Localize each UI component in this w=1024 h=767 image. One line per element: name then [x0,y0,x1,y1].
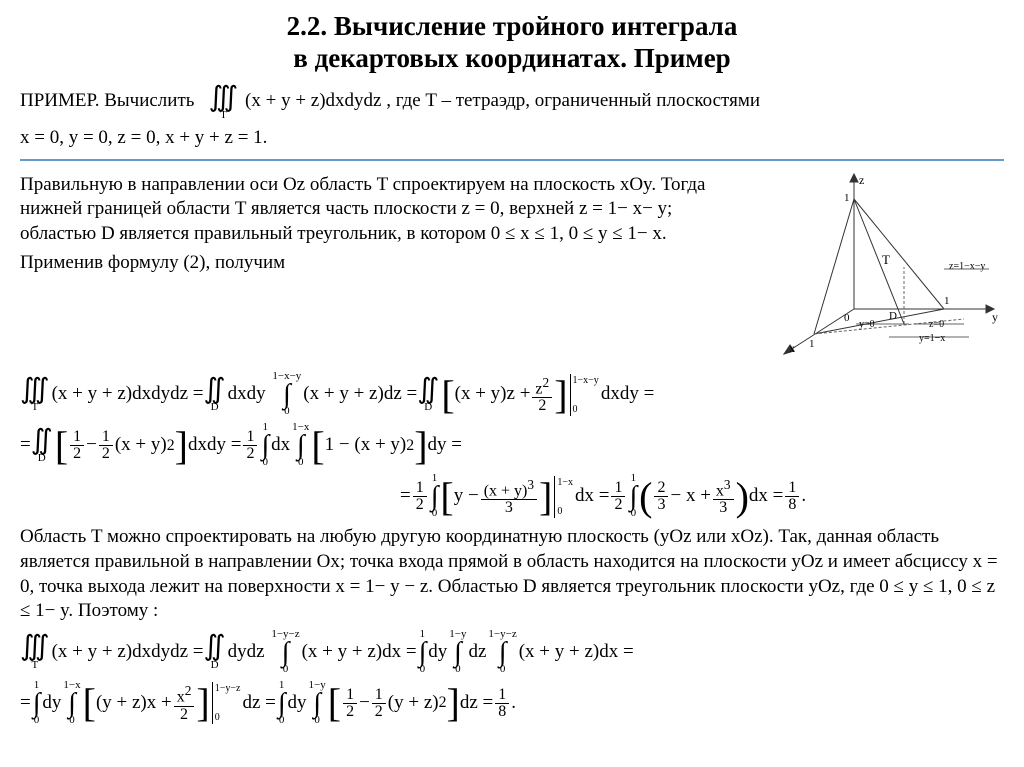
origin-label: 0 [844,312,850,324]
label-z1: z=1−x−y [949,261,985,272]
axis-x-label: x [789,341,795,355]
label-y0: y=0 [859,319,875,330]
equation-1: ∭T (x + y + z)dxdydz = ∬D dxdy 1−x−y∫0 (… [20,372,1004,417]
equation-5: = 1∫0 dy 1−x∫0 [ (y + z)x + x22 ] 1−y−z0… [20,681,1004,726]
label-z0: z=0 [929,319,944,330]
label-y1: y=1−x [919,333,945,344]
paragraph-2: Применив формулу (2), получим [20,251,734,276]
paragraph-3: Область T можно спроектировать на любую … [20,525,1004,624]
region-T: T [882,252,890,267]
paragraph-1: Правильную в направлении оси Oz область … [20,173,734,247]
x-tick: 1 [809,338,815,350]
triple-integral-symbol: ∭T [209,85,239,121]
problem-statement: ПРИМЕР. Вычислить ∭T (x + y + z)dxdydz ,… [20,85,1004,121]
title-line-2: в декартовых координатах. Пример [293,43,730,73]
divider [20,159,1004,161]
problem-prefix: ПРИМЕР. Вычислить [20,90,194,111]
problem-suffix: , где T – тетраэдр, ограниченный плоскос… [386,90,760,111]
region-D: D [889,310,897,322]
tetrahedron-figure: z y x 0 1 1 1 T D z=1−x−y y=0 z=0 y=1−x [744,169,1004,367]
equation-3: = 12 1∫0 [ y − (x + y)33 ] 1−x0 dx = 12 … [20,474,1004,519]
z-tick: 1 [844,192,850,204]
equation-4: ∭T (x + y + z)dxdydz = ∬D dydz 1−y−z∫0 (… [20,630,1004,675]
axis-z-label: z [859,173,864,187]
problem-bounds: x = 0, y = 0, z = 0, x + y + z = 1. [20,126,1004,151]
y-tick: 1 [944,295,950,307]
title-line-1: 2.2. Вычисление тройного интеграла [287,11,738,41]
equation-2: = ∬D [ 12 − 12 (x + y)2 ] dxdy = 12 1∫0 … [20,423,1004,468]
integrand: (x + y + z)dxdydz [245,90,381,111]
axis-y-label: y [992,310,998,324]
page-title: 2.2. Вычисление тройного интеграла в дек… [20,10,1004,75]
